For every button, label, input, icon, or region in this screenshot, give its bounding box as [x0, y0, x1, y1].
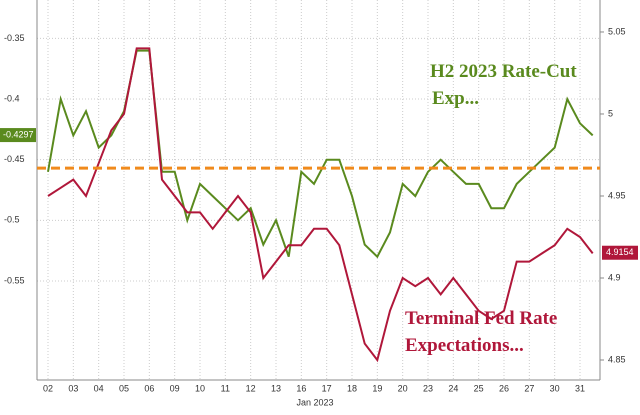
x-tick-label: 11 — [221, 383, 230, 393]
y2-tick-label: 4.9 — [608, 272, 621, 282]
y-tick-label: -0.35 — [4, 33, 25, 43]
x-tick-label: 03 — [68, 383, 78, 393]
x-tick-label: 06 — [144, 383, 154, 393]
y2-tick-label: 4.95 — [608, 190, 626, 200]
series-line — [47, 47, 594, 363]
x-tick-label: 09 — [170, 383, 180, 393]
value-badge — [602, 245, 638, 260]
x-tick-label: 04 — [94, 383, 104, 393]
series-line — [47, 49, 594, 259]
x-tick-label: 02 — [43, 383, 53, 393]
x-tick-label: 31 — [575, 383, 585, 393]
x-tick-label: 24 — [448, 383, 458, 393]
x-tick-label: 16 — [296, 383, 306, 393]
annotation: H2 2023 Rate-Cut Exp... — [430, 61, 577, 109]
x-tick-label: 10 — [195, 383, 205, 393]
y-tick-label: -0.5 — [4, 215, 20, 225]
y-tick-label: -0.45 — [4, 154, 25, 164]
y2-tick-label: 4.85 — [608, 354, 626, 364]
y-tick-label: -0.4 — [4, 93, 20, 103]
x-tick-label: 05 — [119, 383, 129, 393]
y2-tick-label: 5 — [608, 108, 613, 118]
value-badge-label: -0.4297 — [3, 129, 34, 139]
x-tick-label: 12 — [246, 383, 256, 393]
x-tick-label: 20 — [398, 383, 408, 393]
x-tick-label: 13 — [271, 383, 281, 393]
x-tick-label: 18 — [347, 383, 357, 393]
x-tick-label: 23 — [423, 383, 433, 393]
x-tick-label: 25 — [474, 383, 484, 393]
x-axis-label: Jan 2023 — [296, 397, 333, 407]
x-tick-label: 26 — [499, 383, 509, 393]
annotation: Terminal Fed Rate Expectations... — [405, 308, 557, 356]
value-badge — [0, 128, 36, 143]
y2-tick-label: 5.05 — [608, 26, 626, 36]
x-tick-label: 19 — [372, 383, 382, 393]
x-tick-label: 17 — [322, 383, 332, 393]
value-badge-label: 4.9154 — [606, 247, 634, 257]
x-tick-label: 30 — [550, 383, 560, 393]
x-tick-label: 27 — [524, 383, 534, 393]
y-tick-label: -0.55 — [4, 275, 25, 285]
